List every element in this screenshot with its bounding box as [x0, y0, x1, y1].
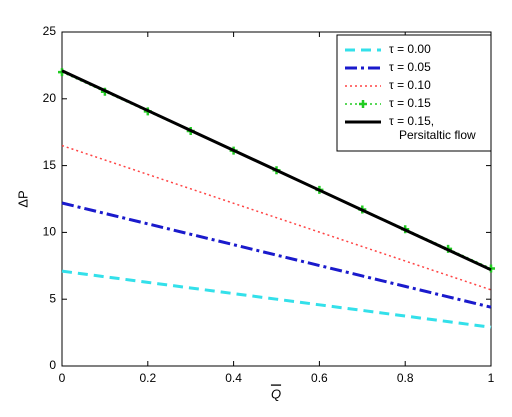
- x-tick-label: 0.4: [225, 371, 242, 385]
- series-line: [61, 269, 492, 329]
- series-line: [61, 201, 492, 309]
- y-tick-label: 0: [49, 358, 56, 372]
- y-tick-label: 25: [43, 24, 57, 38]
- legend-label: τ = 0.05: [389, 60, 431, 74]
- legend-label: τ = 0.00: [389, 42, 431, 56]
- legend-label: τ = 0.10: [389, 78, 431, 92]
- legend-label: τ = 0.15, Persitaltic flow: [389, 114, 476, 142]
- legend-box: [336, 34, 492, 152]
- x-tick-label: 1: [488, 371, 495, 385]
- marker: [359, 100, 367, 108]
- series-line: [61, 144, 492, 291]
- x-tick-label: 0: [59, 371, 66, 385]
- y-tick-label: 20: [43, 91, 57, 105]
- y-tick-label: 15: [43, 158, 57, 172]
- series-line: [61, 69, 492, 272]
- y-tick-label: 5: [49, 291, 56, 305]
- legend-label: τ = 0.15: [389, 96, 431, 110]
- x-axis-label: Q: [271, 386, 281, 401]
- x-tick-label: 0.6: [311, 371, 328, 385]
- y-tick-label: 10: [43, 225, 57, 239]
- x-tick-label: 0.8: [397, 371, 414, 385]
- y-axis-label: ΔP: [15, 190, 30, 207]
- x-tick-label: 0.2: [139, 371, 156, 385]
- plot-frame: [61, 31, 492, 367]
